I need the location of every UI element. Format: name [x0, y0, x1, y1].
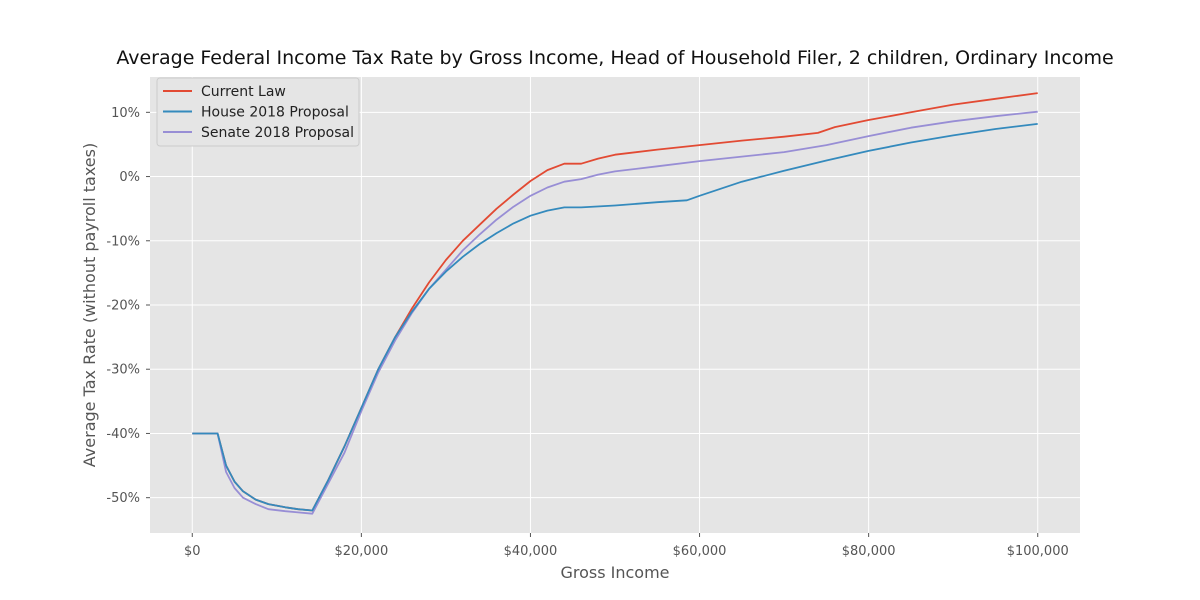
y-tick-label: -30%	[106, 363, 140, 378]
x-tick-label: $100,000	[1007, 544, 1069, 559]
y-tick-label: -20%	[106, 299, 140, 314]
grid-lines	[150, 77, 1080, 533]
y-tick-label: 0%	[119, 170, 140, 185]
y-tick-label: -50%	[106, 491, 140, 506]
x-tick-label: $80,000	[842, 544, 896, 559]
series-line-senate-2018-proposal	[192, 110, 1038, 515]
legend: Current Law House 2018 Proposal Senate 201…	[156, 77, 360, 147]
legend-label: House 2018 Proposal	[201, 105, 349, 121]
x-tick-label: $60,000	[673, 544, 727, 559]
legend-box	[156, 77, 360, 147]
series-lines	[192, 92, 1038, 515]
series-line-house-2018-proposal	[192, 123, 1038, 512]
y-tick-label: -40%	[106, 427, 140, 442]
chart-title: Average Federal Income Tax Rate by Gross…	[116, 47, 1113, 69]
x-tick-label: $20,000	[334, 544, 388, 559]
legend-label: Current Law	[201, 84, 286, 100]
legend-label: Senate 2018 Proposal	[201, 125, 354, 141]
y-tick-label: 10%	[111, 106, 140, 121]
y-axis-ticks: 10% 0% -10% -20% -30% -40% -50%	[106, 106, 150, 506]
x-axis-label: Gross Income	[560, 563, 669, 582]
x-tick-label: $40,000	[504, 544, 558, 559]
y-axis-label: Average Tax Rate (without payroll taxes)	[80, 143, 99, 467]
x-tick-label: $0	[184, 544, 201, 559]
x-axis-ticks: $0 $20,000 $40,000 $60,000 $80,000 $100,000	[184, 533, 1069, 559]
y-tick-label: -10%	[106, 234, 140, 249]
